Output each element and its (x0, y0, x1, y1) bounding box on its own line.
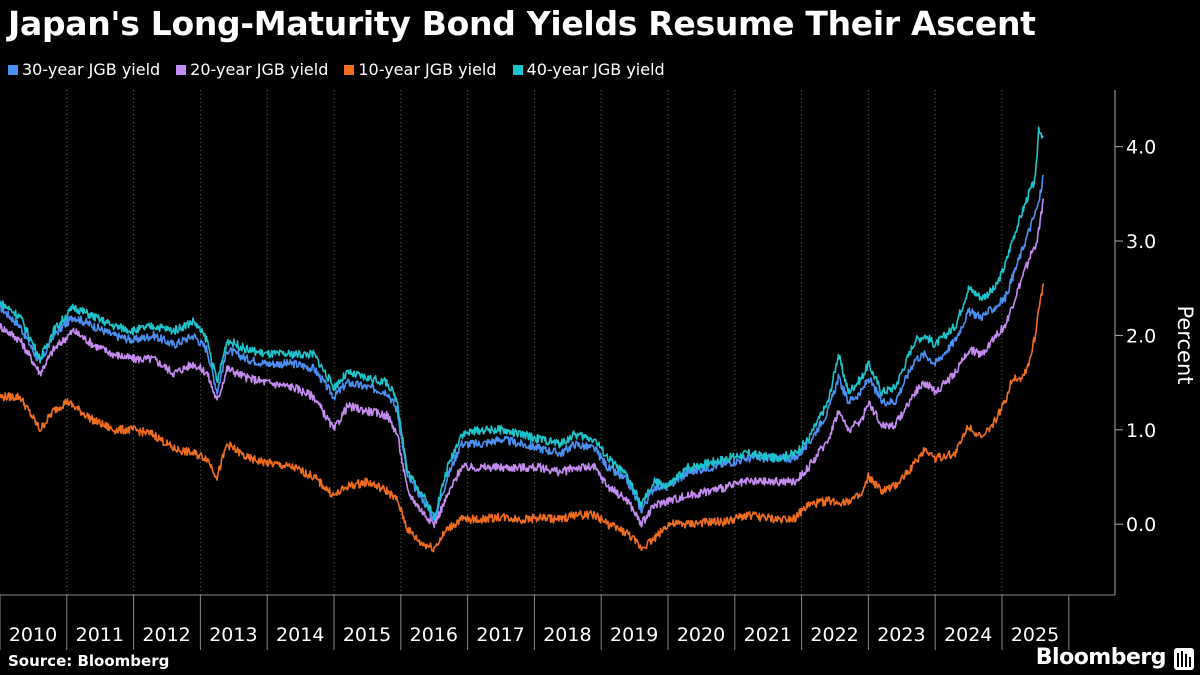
y-axis-label: Percent (1173, 305, 1197, 384)
bloomberg-terminal-icon (1174, 648, 1194, 670)
series-line-20y (0, 198, 1045, 529)
x-tick-label: 2018 (543, 624, 591, 646)
x-tick-label: 2014 (276, 624, 324, 646)
legend-label: 20-year JGB yield (190, 60, 329, 79)
x-tick-label: 2011 (76, 624, 124, 646)
legend-swatch (8, 64, 18, 75)
legend-item: 40-year JGB yield (512, 60, 665, 79)
x-tick-label: 2024 (944, 624, 992, 646)
y-tick-label: 0.0 (1126, 514, 1156, 536)
legend-swatch (176, 64, 187, 75)
legend-label: 10-year JGB yield (358, 60, 497, 79)
series-line-40y (0, 126, 1045, 521)
x-tick-label: 2019 (610, 624, 658, 646)
legend-label: 30-year JGB yield (22, 60, 161, 79)
x-tick-label: 2023 (877, 624, 925, 646)
source-note: Source: Bloomberg (8, 652, 170, 670)
legend-label: 40-year JGB yield (526, 60, 665, 79)
y-tick-label: 2.0 (1126, 325, 1156, 347)
brand-logo: Bloomberg (1035, 645, 1167, 670)
y-tick-label: 1.0 (1126, 420, 1156, 442)
chart-title: Japan's Long-Maturity Bond Yields Resume… (8, 4, 1036, 43)
y-tick-label: 4.0 (1126, 137, 1156, 159)
x-tick-label: 2015 (343, 624, 391, 646)
x-tick-label: 2020 (677, 624, 725, 646)
x-tick-label: 2013 (209, 624, 257, 646)
legend-item: 20-year JGB yield (176, 60, 328, 79)
x-tick-label: 2022 (810, 624, 858, 646)
legend-swatch (344, 64, 355, 75)
legend-item: 30-year JGB yield (8, 60, 160, 79)
x-tick-label: 2017 (476, 624, 524, 646)
x-tick-label: 2021 (744, 624, 792, 646)
x-tick-label: 2025 (1011, 624, 1059, 646)
legend-item: 10-year JGB yield (344, 60, 497, 79)
legend-swatch (512, 64, 523, 75)
y-tick-label: 3.0 (1126, 231, 1156, 253)
x-tick-label: 2016 (410, 624, 458, 646)
x-tick-label: 2012 (142, 624, 190, 646)
series-line-30y (0, 174, 1045, 522)
x-tick-label: 2010 (9, 624, 57, 646)
series-line-10y (0, 283, 1045, 553)
chart-legend: 30-year JGB yield 20-year JGB yield 10-yea… (8, 60, 665, 79)
